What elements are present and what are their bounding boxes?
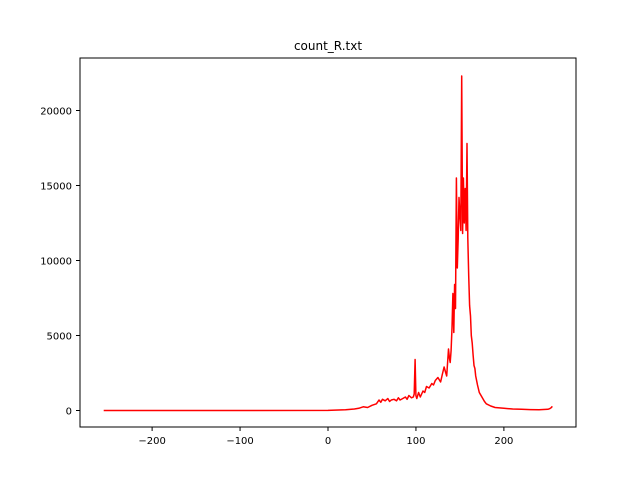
plot-area — [103, 75, 553, 412]
x-tick-label: −200 — [138, 436, 165, 447]
y-axis: 0 5000 10000 15000 20000 — [40, 107, 80, 418]
x-tick-label: 0 — [325, 436, 331, 447]
y-tick-label: 20000 — [40, 107, 72, 118]
x-tick-label: 100 — [406, 436, 425, 447]
y-tick-label: 0 — [66, 407, 72, 418]
axes-frame — [79, 57, 577, 428]
y-tick-label: 5000 — [47, 332, 72, 343]
y-tick-label: 15000 — [40, 182, 72, 193]
x-tick-label: 200 — [494, 436, 513, 447]
chart-title: count_R.txt — [294, 39, 362, 53]
y-tick-label: 10000 — [40, 257, 72, 268]
x-tick-label: −100 — [226, 436, 253, 447]
series-line-0 — [103, 75, 553, 412]
x-axis: −200 −100 0 100 200 — [138, 427, 513, 447]
